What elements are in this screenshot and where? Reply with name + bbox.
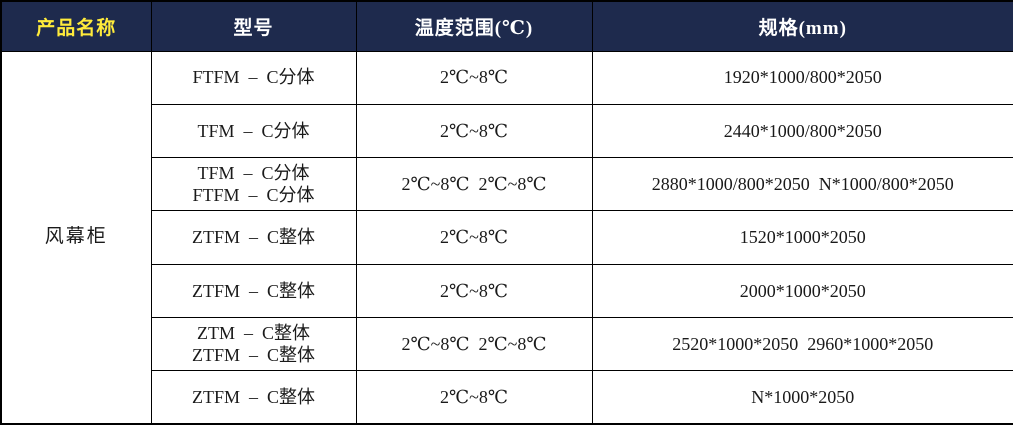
spec-cell: N*1000*2050: [591, 370, 1013, 425]
spec-cell: 1920*1000/800*2050: [591, 50, 1013, 105]
table-row: 风幕柜 FTFM – C分体 2℃~8℃ 1920*1000/800*2050: [0, 50, 1013, 425]
spec-cell: 2520*1000*2050 2960*1000*2050: [591, 316, 1013, 372]
table-row: ZTFM – C整体 2℃~8℃ 2000*1000*2050: [1, 263, 1013, 318]
table-row: ZTFM – C整体 2℃~8℃ N*1000*2050: [1, 370, 1013, 425]
model-cell: FTFM – C分体: [150, 50, 357, 105]
spec-cell: 1520*1000*2050: [591, 210, 1013, 265]
model-cell: ZTFM – C整体: [150, 210, 357, 265]
header-product-name: 产品名称: [0, 0, 152, 52]
spec-cell: 2000*1000*2050: [591, 263, 1013, 318]
spec-cell: 2880*1000/800*2050 N*1000/800*2050: [591, 157, 1013, 212]
header-model: 型号: [150, 0, 357, 52]
model-cell: ZTFM – C整体: [150, 370, 357, 425]
temp-cell: 2℃~8℃: [355, 263, 593, 318]
header-row: 产品名称 型号 温度范围(℃) 规格(mm): [0, 0, 1013, 52]
spec-cell: 2440*1000/800*2050: [591, 103, 1013, 159]
table-row: ZTM – C整体 ZTFM – C整体 2℃~8℃ 2℃~8℃ 2520*10…: [1, 316, 1013, 372]
table-row: TFM – C分体 FTFM – C分体 2℃~8℃ 2℃~8℃ 2880*10…: [1, 157, 1013, 212]
temp-cell: 2℃~8℃ 2℃~8℃: [355, 316, 593, 372]
model-cell: ZTFM – C整体: [150, 263, 357, 318]
temp-cell: 2℃~8℃: [355, 210, 593, 265]
temp-cell: 2℃~8℃: [355, 50, 593, 105]
header-temp-range: 温度范围(℃): [355, 0, 593, 52]
temp-cell: 2℃~8℃: [355, 103, 593, 159]
table-row: ZTFM – C整体 2℃~8℃ 1520*1000*2050: [1, 210, 1013, 265]
model-cell: TFM – C分体: [150, 103, 357, 159]
model-cell: ZTM – C整体 ZTFM – C整体: [150, 316, 357, 372]
model-cell: TFM – C分体 FTFM – C分体: [150, 157, 357, 212]
header-spec: 规格(mm): [591, 0, 1013, 52]
product-name-cell: 风幕柜: [0, 50, 152, 425]
temp-cell: 2℃~8℃ 2℃~8℃: [355, 157, 593, 212]
table-row: TFM – C分体 2℃~8℃ 2440*1000/800*2050: [1, 103, 1013, 159]
temp-cell: 2℃~8℃: [355, 370, 593, 425]
